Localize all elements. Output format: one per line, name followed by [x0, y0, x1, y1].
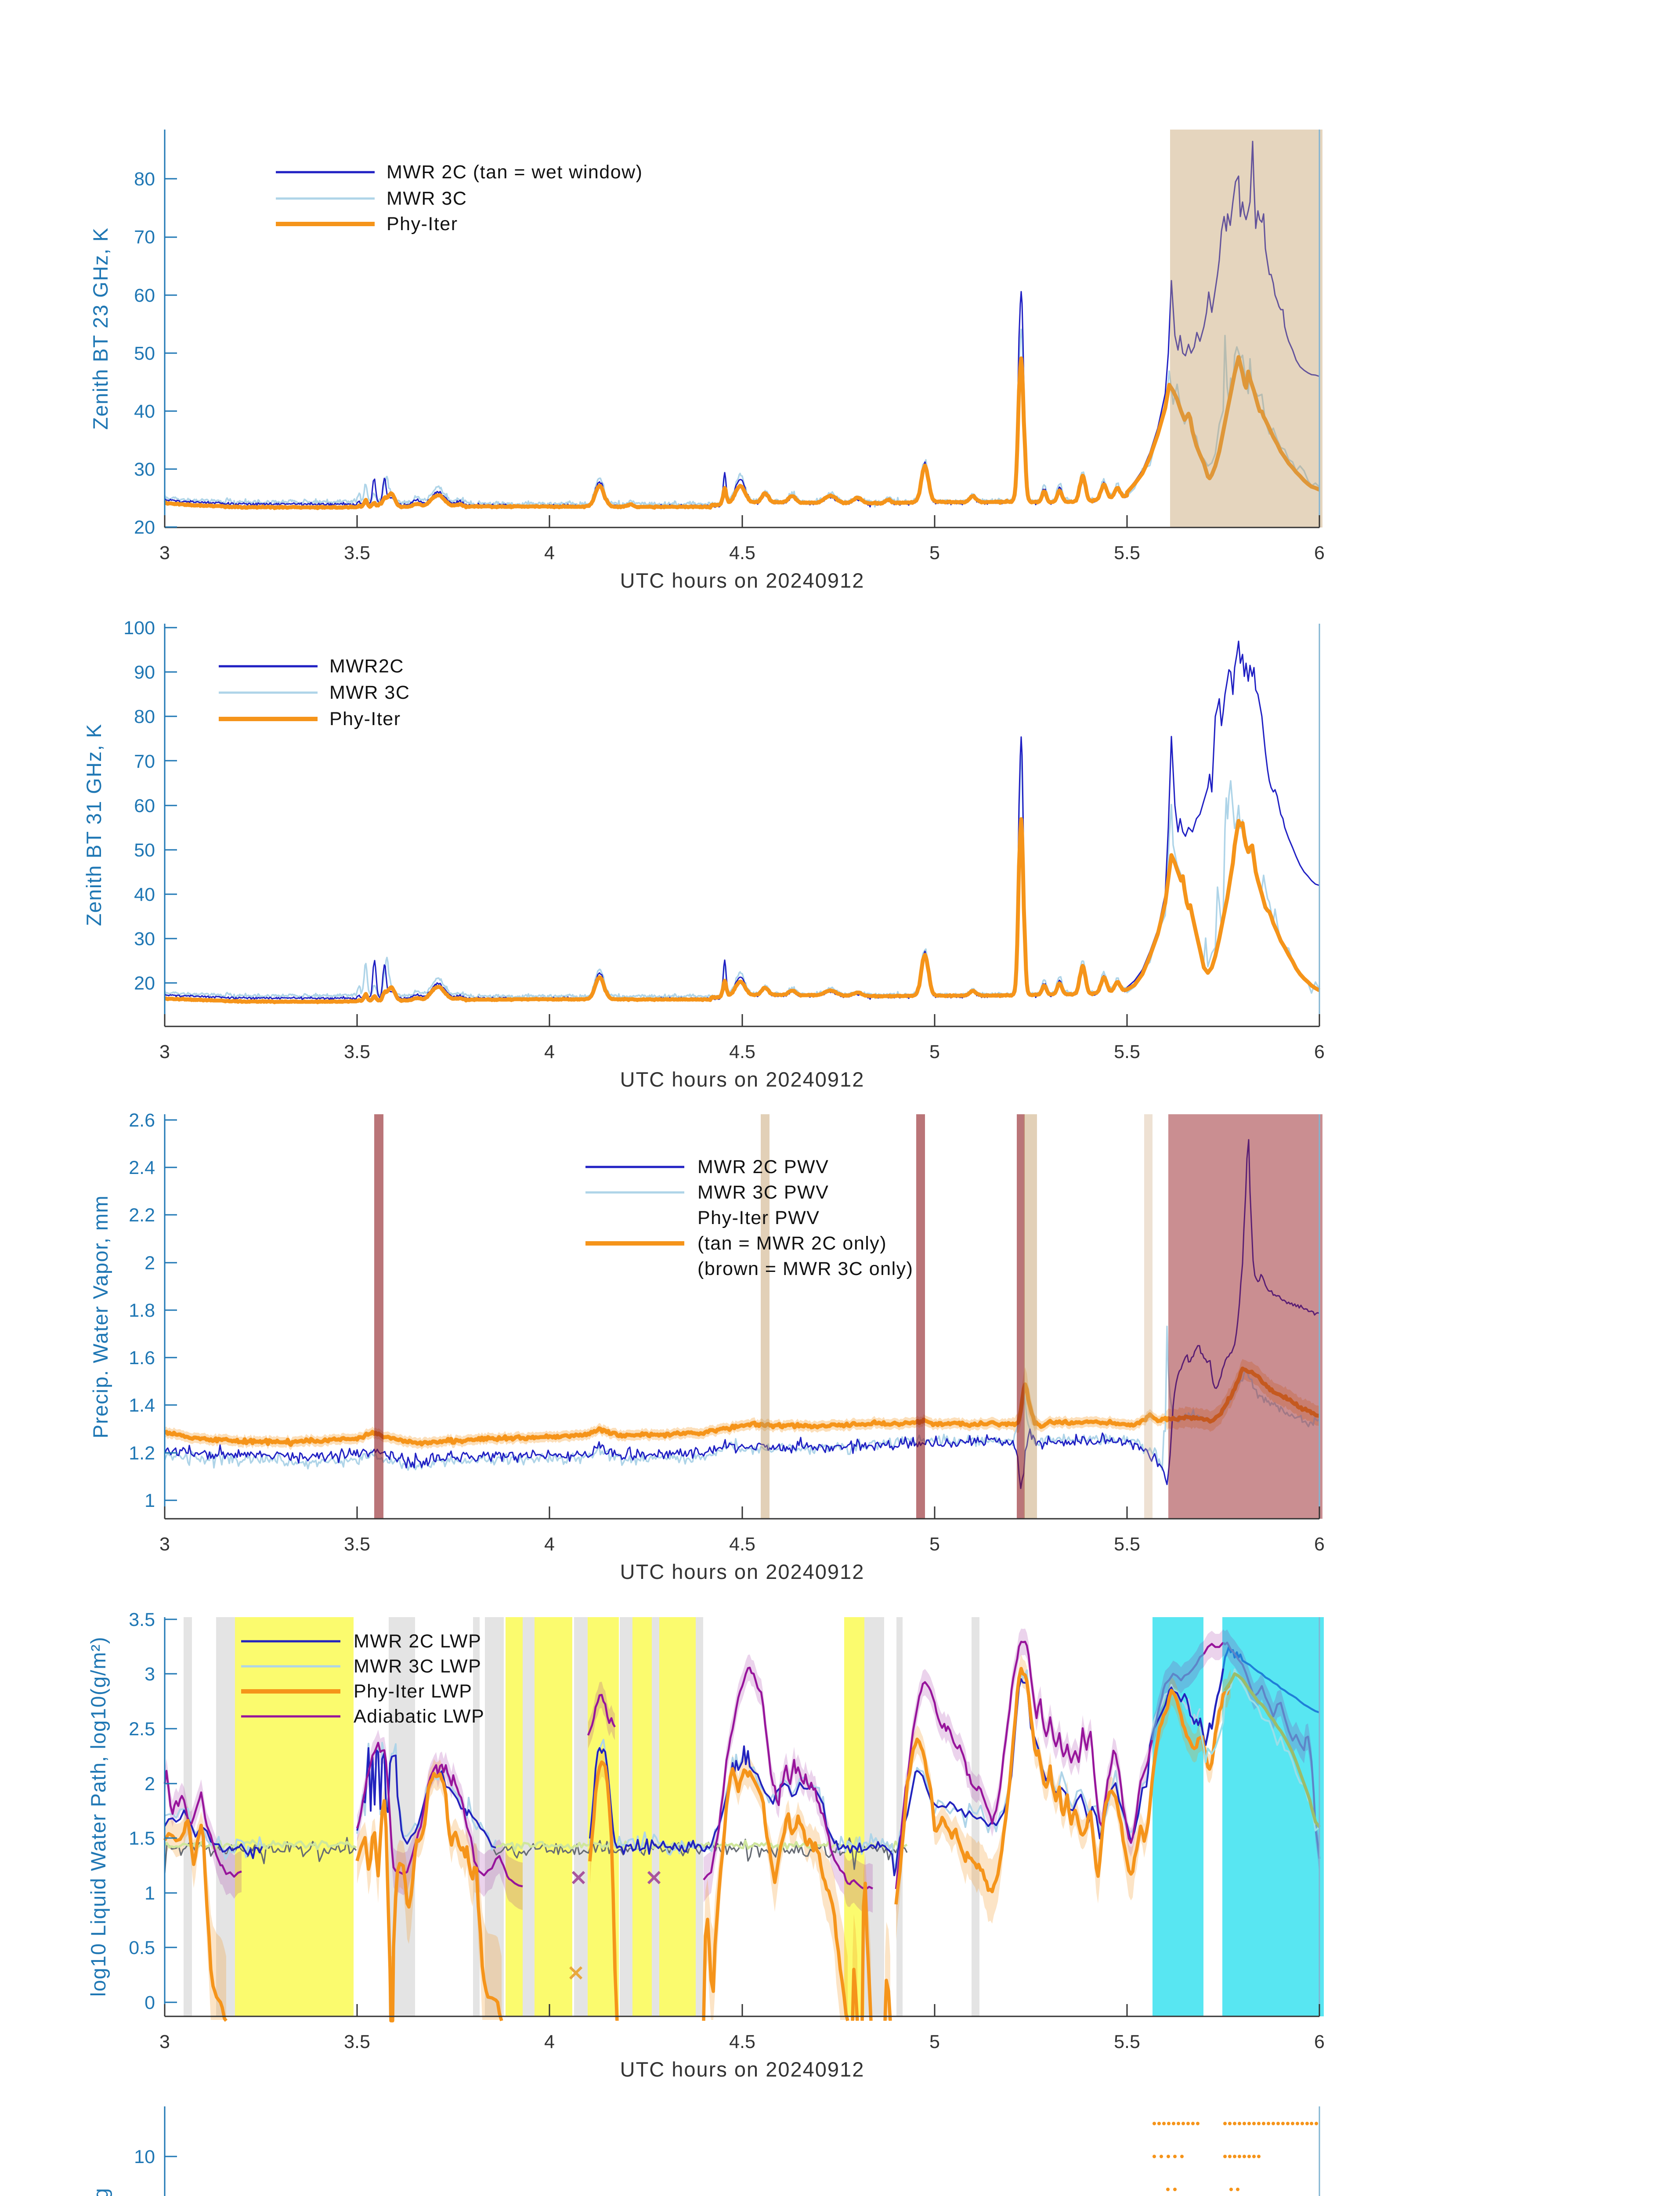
svg-text:2: 2 [145, 1253, 155, 1274]
svg-text:1.5: 1.5 [129, 1828, 155, 1849]
svg-text:3.5: 3.5 [344, 1041, 370, 1062]
svg-text:4: 4 [544, 542, 555, 563]
svg-text:3: 3 [159, 542, 170, 563]
svg-text:5: 5 [929, 1534, 940, 1555]
svg-text:60: 60 [134, 285, 155, 306]
svg-text:3: 3 [145, 1664, 155, 1685]
svg-text:UTC hours on 20240912: UTC hours on 20240912 [620, 2058, 865, 2081]
svg-text:100: 100 [123, 618, 155, 639]
svg-text:1.8: 1.8 [129, 1300, 155, 1321]
svg-text:4.5: 4.5 [729, 2031, 755, 2052]
svg-text:70: 70 [134, 227, 155, 248]
svg-text:40: 40 [134, 401, 155, 422]
svg-text:3.5: 3.5 [344, 542, 370, 563]
svg-text:Zenith BT 31 GHz, K: Zenith BT 31 GHz, K [82, 723, 105, 926]
svg-text:2.5: 2.5 [129, 1719, 155, 1740]
svg-text:6: 6 [1314, 1534, 1325, 1555]
svg-text:Precip. Water Vapor, mm: Precip. Water Vapor, mm [89, 1195, 112, 1438]
svg-text:Phy-Iter: Phy-Iter [329, 708, 401, 730]
svg-text:Adiabatic LWP: Adiabatic LWP [354, 1706, 484, 1727]
svg-text:60: 60 [134, 795, 155, 816]
svg-text:Phy-Iter PWV: Phy-Iter PWV [697, 1207, 820, 1228]
svg-text:3.5: 3.5 [344, 2031, 370, 2052]
svg-text:Zenith BT 23 GHz, K: Zenith BT 23 GHz, K [89, 227, 112, 430]
svg-text:30: 30 [134, 459, 155, 480]
svg-text:Phy-Iter: Phy-Iter [387, 213, 458, 235]
svg-text:90: 90 [134, 662, 155, 683]
svg-text:4: 4 [544, 1534, 555, 1555]
svg-text:MWR 2C (tan = wet window): MWR 2C (tan = wet window) [387, 162, 643, 183]
svg-text:5.5: 5.5 [1114, 542, 1140, 563]
svg-text:(tan = MWR 2C only): (tan = MWR 2C only) [697, 1233, 887, 1254]
svg-text:1.2: 1.2 [129, 1443, 155, 1464]
svg-text:1.4: 1.4 [129, 1395, 155, 1416]
svg-text:2: 2 [145, 1773, 155, 1795]
svg-text:80: 80 [134, 169, 155, 190]
svg-text:3: 3 [159, 1534, 170, 1555]
svg-text:UTC hours on 20240912: UTC hours on 20240912 [620, 1560, 865, 1583]
svg-text:log10 Liquid Water Path, log10: log10 Liquid Water Path, log10(g/m²) [87, 1636, 110, 1997]
svg-text:1: 1 [145, 1883, 155, 1904]
svg-text:5.5: 5.5 [1114, 1041, 1140, 1062]
svg-text:5: 5 [929, 542, 940, 563]
svg-text:80: 80 [134, 706, 155, 727]
svg-text:6: 6 [1314, 542, 1325, 563]
svg-text:1.6: 1.6 [129, 1347, 155, 1369]
svg-text:3: 3 [159, 1041, 170, 1062]
svg-text:40: 40 [134, 884, 155, 905]
svg-text:MWR 3C: MWR 3C [387, 188, 467, 209]
svg-text:2.6: 2.6 [129, 1110, 155, 1131]
svg-text:5: 5 [929, 2031, 940, 2052]
svg-text:30: 30 [134, 928, 155, 950]
svg-text:2.4: 2.4 [129, 1157, 155, 1178]
svg-text:50: 50 [134, 840, 155, 861]
svg-text:3.5: 3.5 [129, 1609, 155, 1630]
svg-text:70: 70 [134, 751, 155, 772]
svg-text:0: 0 [145, 1992, 155, 2013]
svg-text:MWR2C: MWR2C [329, 656, 404, 677]
svg-text:5.5: 5.5 [1114, 2031, 1140, 2052]
svg-text:UTC hours on 20240912: UTC hours on 20240912 [620, 1068, 865, 1091]
svg-text:3: 3 [159, 2031, 170, 2052]
svg-text:5: 5 [929, 1041, 940, 1062]
svg-text:4: 4 [544, 1041, 555, 1062]
svg-text:4.5: 4.5 [729, 542, 755, 563]
svg-text:3.5: 3.5 [344, 1534, 370, 1555]
svg-text:0.5: 0.5 [129, 1937, 155, 1958]
svg-text:20: 20 [134, 517, 155, 538]
svg-text:2.2: 2.2 [129, 1205, 155, 1226]
svg-text:4.5: 4.5 [729, 1041, 755, 1062]
svg-text:50: 50 [134, 343, 155, 364]
svg-text:MWR 3C LWP: MWR 3C LWP [354, 1656, 481, 1677]
svg-text:MWR Phy Iter DQ Flag: MWR Phy Iter DQ Flag [89, 2188, 112, 2196]
svg-text:5.5: 5.5 [1114, 1534, 1140, 1555]
svg-text:Phy-Iter LWP: Phy-Iter LWP [354, 1681, 472, 1702]
svg-text:4.5: 4.5 [729, 1534, 755, 1555]
svg-text:6: 6 [1314, 2031, 1325, 2052]
svg-text:1: 1 [145, 1490, 155, 1511]
svg-text:6: 6 [1314, 1041, 1325, 1062]
svg-text:(brown = MWR 3C only): (brown = MWR 3C only) [697, 1258, 913, 1279]
svg-text:10: 10 [134, 2146, 155, 2167]
svg-text:20: 20 [134, 973, 155, 994]
svg-text:MWR 3C: MWR 3C [329, 682, 410, 703]
svg-text:4: 4 [544, 2031, 555, 2052]
svg-text:MWR 3C PWV: MWR 3C PWV [697, 1182, 829, 1203]
svg-text:UTC hours on 20240912: UTC hours on 20240912 [620, 569, 865, 592]
svg-text:MWR 2C LWP: MWR 2C LWP [354, 1631, 481, 1652]
svg-text:MWR 2C PWV: MWR 2C PWV [697, 1156, 829, 1177]
